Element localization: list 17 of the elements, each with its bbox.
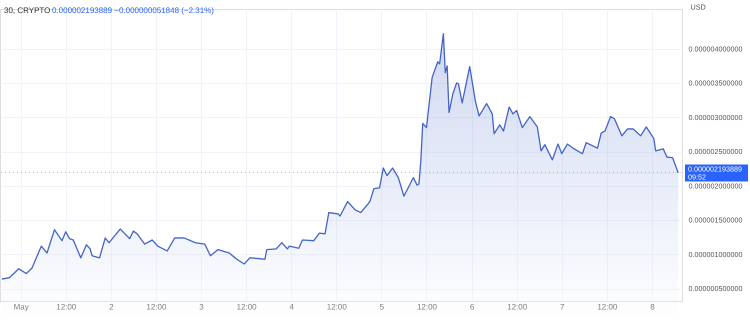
x-tick-label: 12:00 xyxy=(507,302,528,312)
chart-subtitle: 0.000002193889 −0.000000051848 (−2.31%) xyxy=(52,6,214,15)
chart-title: 30, CRYPTO xyxy=(4,6,50,15)
x-tick-label: 7 xyxy=(560,302,566,312)
x-tick-label: 12:00 xyxy=(56,302,77,312)
x-tick-label: 12:00 xyxy=(326,302,348,312)
x-tick-label: May xyxy=(14,302,29,312)
x-tick-label: 12:00 xyxy=(146,302,167,312)
x-tick-label: 12:00 xyxy=(597,302,618,312)
x-tick-label: 8 xyxy=(650,302,656,312)
x-tick-label: 3 xyxy=(199,302,204,312)
x-tick-label: 5 xyxy=(380,302,385,312)
x-tick-label: 6 xyxy=(470,302,475,312)
x-tick-label: 2 xyxy=(109,302,114,312)
x-tick-label: 12:00 xyxy=(416,302,438,312)
x-tick-label: 4 xyxy=(289,302,294,312)
x-tick-label: 12:00 xyxy=(236,302,258,312)
